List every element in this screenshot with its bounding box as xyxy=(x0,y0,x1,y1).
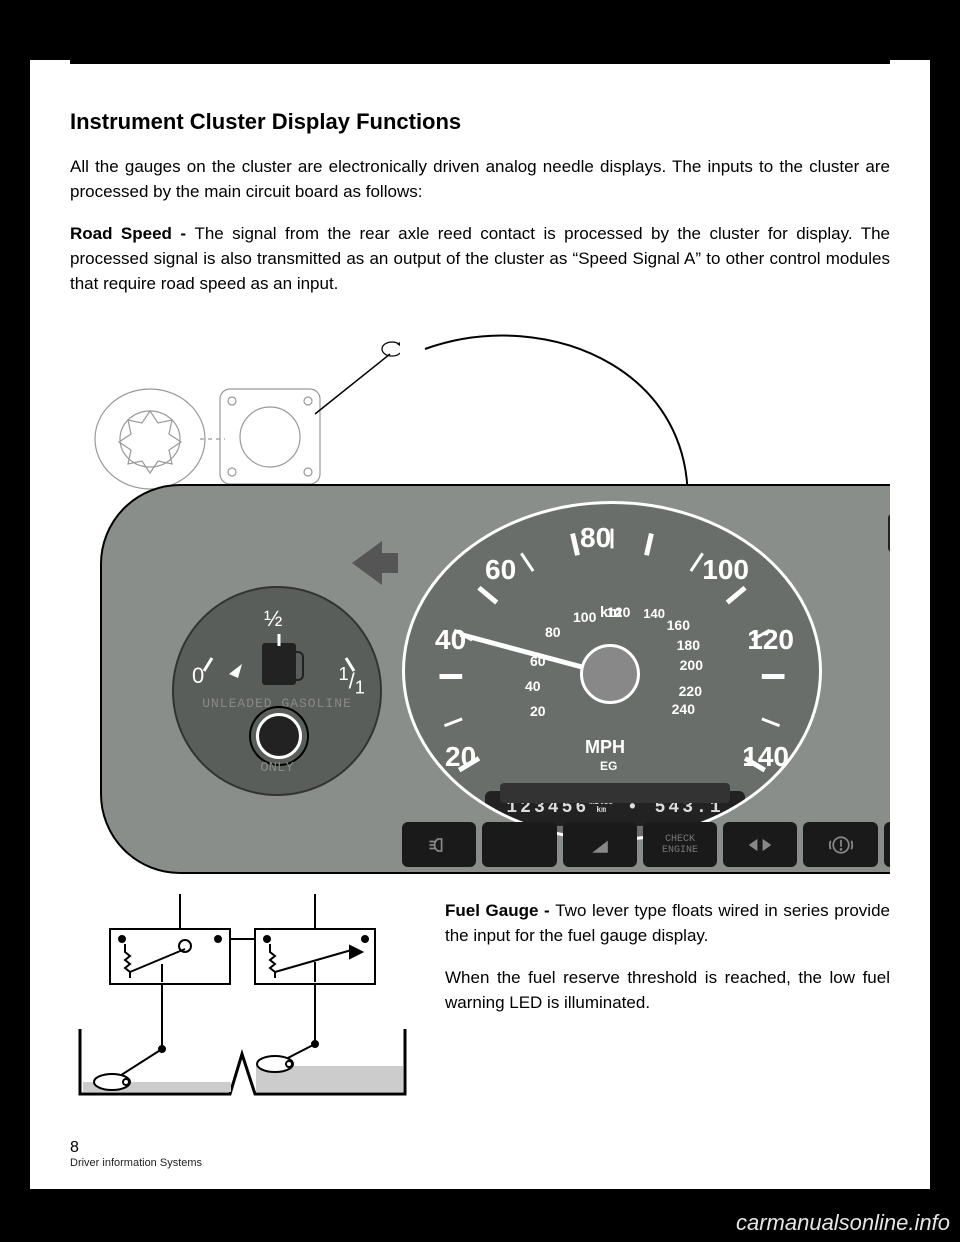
page-number: 8 xyxy=(70,1139,890,1157)
check-control-indicator: CHECONT xyxy=(884,822,890,867)
fog-light-icon xyxy=(402,822,476,867)
battery-icon xyxy=(888,514,890,552)
warning-light-row: CHECK ENGINE CHECONT xyxy=(402,822,890,867)
turn-left-icon xyxy=(352,541,382,585)
fuel-float-diagram xyxy=(70,894,415,1109)
cluster-panel: ½ 0 1/1 UNLEADED GASOLINE ONLY xyxy=(100,484,890,874)
fuel-only-label: ONLY xyxy=(174,760,380,776)
intro-paragraph: All the gauges on the cluster are electr… xyxy=(70,155,890,204)
speedo-hub xyxy=(580,644,640,704)
speedo-km-tick: 80 xyxy=(545,624,561,640)
fuel-needle-hub xyxy=(256,713,302,759)
page-label: Driver information Systems xyxy=(70,1157,890,1169)
cluster-figure: ½ 0 1/1 UNLEADED GASOLINE ONLY xyxy=(70,314,890,874)
speedo-km-tick: 20 xyxy=(530,703,546,719)
speedo-km-tick: 220 xyxy=(679,683,702,699)
selector-indicator xyxy=(500,783,730,803)
speedo-km-tick: 160 xyxy=(667,617,690,633)
speedo-km-tick: 200 xyxy=(680,657,703,673)
check-engine-indicator: CHECK ENGINE xyxy=(643,822,717,867)
speedo-km-unit: km xyxy=(600,604,622,621)
road-speed-paragraph: Road Speed - The signal from the rear ax… xyxy=(70,222,890,296)
speedo-km-tick: 240 xyxy=(672,701,695,717)
speedo-mph-label: MPH xyxy=(585,737,625,758)
fuel-gauge-paragraph-1: Fuel Gauge - Two lever type floats wired… xyxy=(445,899,890,948)
speedo-km-tick: 180 xyxy=(677,637,700,653)
fuel-gauge: ½ 0 1/1 UNLEADED GASOLINE ONLY xyxy=(172,586,382,796)
fuel-gauge-label: Fuel Gauge - xyxy=(445,901,555,920)
blank-indicator xyxy=(482,822,556,867)
section-title: Instrument Cluster Display Functions xyxy=(70,109,890,135)
speedo-km-tick: 140 xyxy=(643,606,665,621)
brake-warning-icon xyxy=(803,822,877,867)
fuel-gauge-paragraph-2: When the fuel reserve threshold is reach… xyxy=(445,966,890,1015)
seatbelt-icon xyxy=(563,822,637,867)
speedo-eg-label: EG xyxy=(600,759,617,773)
hazard-icon xyxy=(723,822,797,867)
road-speed-label: Road Speed - xyxy=(70,224,194,243)
speedo-km-tick: 100 xyxy=(573,609,596,625)
speedometer: 20 40 60 80 100 120 140 xyxy=(402,501,822,841)
watermark: carmanualsonline.info xyxy=(736,1210,950,1236)
speedo-km-tick: 40 xyxy=(525,678,541,694)
